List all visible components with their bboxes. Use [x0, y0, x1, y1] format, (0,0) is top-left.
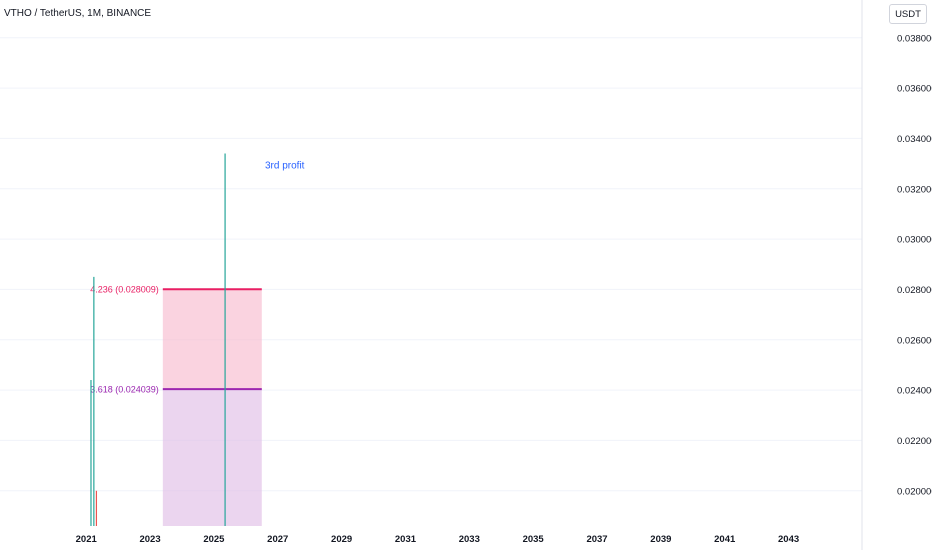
x-tick-label: 2023 — [139, 534, 160, 545]
annotation-label: 3rd profit — [265, 161, 305, 172]
fib-level-label: 4.236 (0.028009) — [90, 285, 159, 295]
x-tick-label: 2043 — [778, 534, 799, 545]
x-tick-label: 2025 — [203, 534, 225, 545]
x-tick-label: 2037 — [586, 534, 607, 545]
fib-zone — [162, 389, 262, 526]
x-tick-label: 2031 — [395, 534, 417, 545]
x-tick-label: 2029 — [331, 534, 352, 545]
y-tick-label: 0.020000 — [897, 486, 932, 497]
x-tick-label: 2041 — [714, 534, 736, 545]
fib-zone — [162, 289, 262, 390]
symbol-title: VTHO / TetherUS, 1M, BINANCE — [4, 8, 152, 19]
x-tick-label: 2035 — [523, 534, 545, 545]
x-tick-label: 2027 — [267, 534, 288, 545]
fib-level-label: 3.618 (0.024039) — [90, 385, 159, 395]
x-tick-label: 2033 — [459, 534, 480, 545]
x-tick-label: 2039 — [650, 534, 671, 545]
currency-button[interactable]: USDT — [889, 4, 927, 24]
x-tick-label: 2021 — [76, 534, 98, 545]
